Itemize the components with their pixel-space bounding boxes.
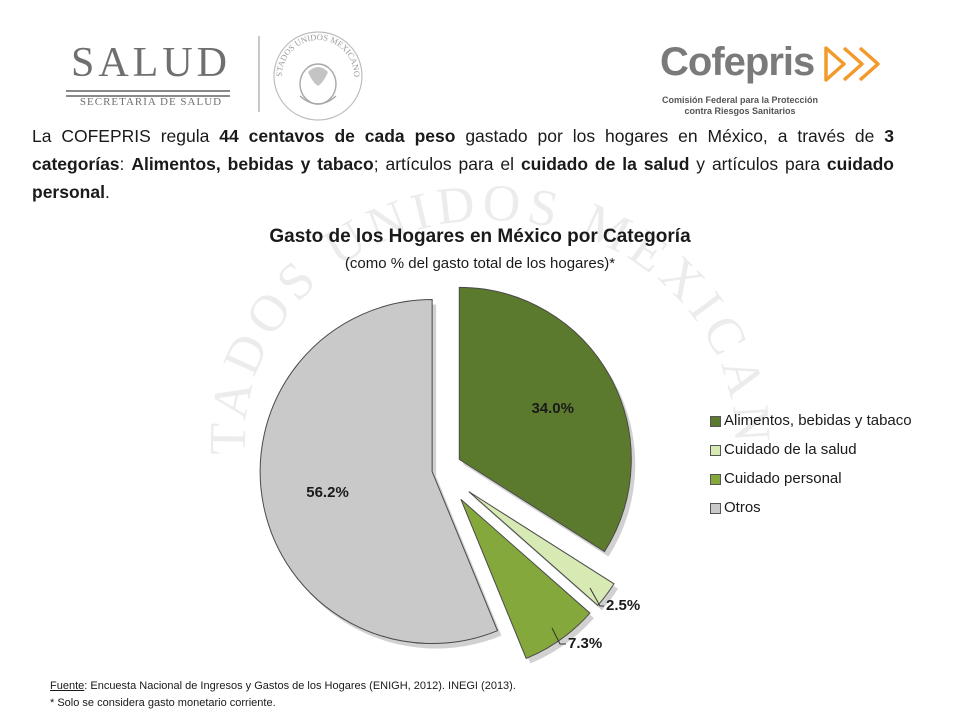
slice-personal-leader-line <box>551 627 566 645</box>
cofepris-subtitle-line: Comisión Federal para la Protección <box>661 95 819 105</box>
pie-slices <box>259 286 636 664</box>
cofepris-logo: Cofepris Comisión Federal para la Protec… <box>660 40 890 120</box>
mexico-seal-icon: ESTADOS UNIDOS MEXICANOS <box>270 26 363 121</box>
intro-bold: 44 centavos de cada peso <box>219 126 456 146</box>
legend-swatch <box>710 474 721 485</box>
intro-bold: cuidado de la salud <box>520 154 690 174</box>
slice-personal-label: 7.3% <box>568 635 602 652</box>
intro-text: ; artículos para el <box>373 154 521 174</box>
intro-bold: Alimentos, bebidas y tabaco <box>131 154 374 174</box>
slice-salud-leader-line <box>589 587 604 607</box>
slice-otros-label: 56.2% <box>306 484 349 501</box>
salud-logo-line <box>66 95 230 97</box>
chart-title: Gasto de los Hogares en México por Categ… <box>269 226 691 247</box>
footer-note: * Solo se considera gasto monetario corr… <box>50 697 276 709</box>
intro-paragraph: La COFEPRIS regula 44 centavos de cada p… <box>32 122 894 206</box>
legend-label: Cuidado de la salud <box>724 441 857 458</box>
chart-subtitle: (como % del gasto total de los hogares)* <box>344 255 616 272</box>
salud-logo-line <box>66 90 230 92</box>
slice-otros <box>259 299 499 645</box>
intro-text: y artículos para <box>689 154 827 174</box>
legend-label: Cuidado personal <box>724 470 842 487</box>
salud-logo-subtitle: SECRETARÍA DE SALUD <box>79 96 223 108</box>
legend-label: Alimentos, bebidas y tabaco <box>724 412 912 429</box>
intro-bold: 3 categorías <box>32 126 895 174</box>
footer-source-label: Fuente <box>50 680 85 692</box>
intro-bold: cuidado personal <box>32 154 894 202</box>
header-divider <box>258 36 260 112</box>
intro-text: . <box>104 182 110 202</box>
slice-salud-label: 2.5% <box>606 597 640 614</box>
slice-salud <box>468 491 615 607</box>
pie-labels: 34.0% 2.5% 7.3% 56.2% <box>306 400 640 652</box>
intro-text: : <box>119 154 132 174</box>
slice-alimentos <box>458 286 632 553</box>
footer: Fuente: Encuesta Nacional de Ingresos y … <box>50 678 516 712</box>
intro-text: La COFEPRIS regula <box>32 126 220 146</box>
slice-alimentos-label: 34.0% <box>531 400 574 417</box>
legend-label: Otros <box>724 499 761 516</box>
footer-source-text: : Encuesta Nacional de Ingresos y Gastos… <box>84 680 516 692</box>
cofepris-arrows-icon <box>824 46 880 82</box>
slice-personal <box>460 498 591 660</box>
legend-swatch <box>710 416 721 427</box>
legend-swatch <box>710 503 721 514</box>
header: SALUD SECRETARÍA DE SALUD ESTADOS UNIDOS… <box>0 0 960 121</box>
footer-source: Fuente: Encuesta Nacional de Ingresos y … <box>50 678 516 695</box>
cofepris-logo-word: Cofepris <box>660 40 815 84</box>
salud-logo-word: SALUD <box>70 40 231 86</box>
cofepris-subtitle-line: contra Riesgos Sanitarios <box>684 106 796 116</box>
intro-text: gastado por los hogares en México, a tra… <box>455 126 885 146</box>
cofepris-logo-subtitle: Comisión Federal para la Protección cont… <box>660 95 820 117</box>
salud-logo: SALUD SECRETARÍA DE SALUD <box>66 40 236 110</box>
legend-swatch <box>710 445 721 456</box>
